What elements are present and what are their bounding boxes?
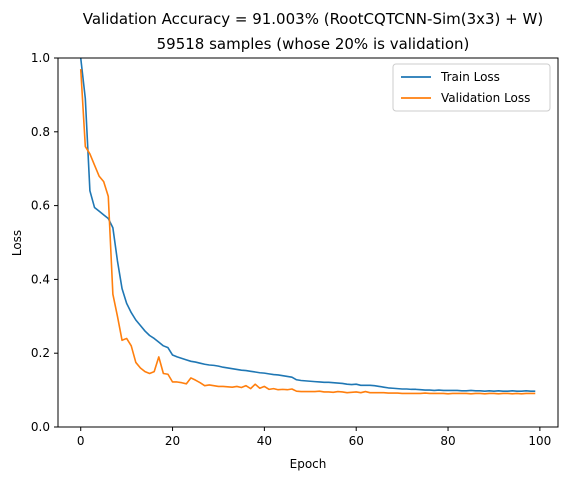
x-tick-label: 100 [528,434,551,448]
legend-box [392,63,551,112]
chart-subtitle: 59518 samples (whose 20% is validation) [157,35,470,53]
plot-lines [79,58,536,395]
y-tick-label: 1.0 [31,51,50,65]
legend-label-validation-loss: Validation Loss [441,91,530,105]
y-axis-label: Loss [10,230,24,256]
y-tick-label: 0.0 [31,420,50,434]
plot-frame [57,57,559,428]
x-tick-label: 20 [165,434,180,448]
legend: Train Loss Validation Loss [392,63,551,112]
series-line-train-loss [79,58,536,393]
x-axis-label: Epoch [290,457,327,471]
legend-label-train-loss: Train Loss [440,70,500,84]
x-tick-label: 40 [257,434,272,448]
x-tick-label: 0 [77,434,85,448]
y-tick-label: 0.2 [31,346,50,360]
series-line-validation-loss [79,69,536,395]
y-tick-label: 0.6 [31,199,50,213]
x-tick-label: 80 [440,434,455,448]
chart-title: Validation Accuracy = 91.003% (RootCQTCN… [83,10,543,28]
y-axis-ticks: 0.0 0.2 0.4 0.6 0.8 1.0 [31,51,58,434]
y-tick-label: 0.4 [31,272,50,286]
x-axis-ticks: 0 20 40 60 80 100 [77,427,551,448]
y-tick-label: 0.8 [31,125,50,139]
x-tick-label: 60 [349,434,364,448]
